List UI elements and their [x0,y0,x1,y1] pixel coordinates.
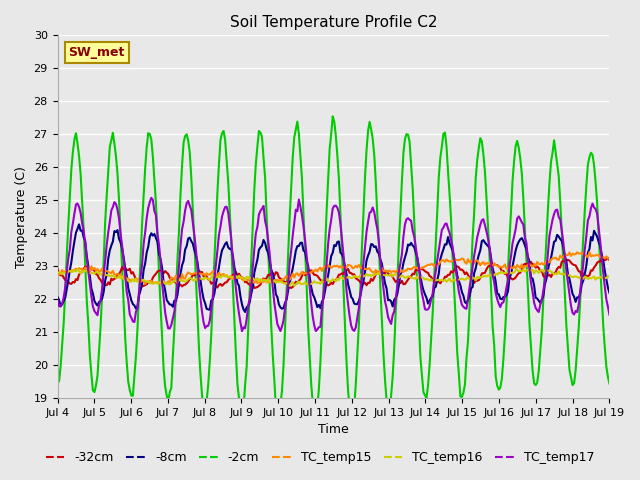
TC_temp15 [605,256,613,262]
Legend: -32cm, -8cm, -2cm, TC_temp15, TC_temp16, TC_temp17: -32cm, -8cm, -2cm, TC_temp15, TC_temp16,… [40,446,600,469]
-2cm [295,132,303,137]
TC_temp16 [123,276,131,281]
TC_temp15 [248,279,255,285]
-2cm [54,381,61,386]
-32cm [605,257,613,263]
-32cm [250,285,258,291]
TC_temp17 [240,324,248,330]
TC_temp16 [298,281,306,287]
-8cm [298,240,306,246]
Y-axis label: Temperature (C): Temperature (C) [15,166,28,267]
Line: -2cm: -2cm [58,116,609,416]
-8cm [238,301,246,307]
-32cm [598,255,605,261]
TC_temp15 [238,276,246,282]
Line: TC_temp17: TC_temp17 [58,198,609,331]
-32cm [296,276,304,282]
TC_temp16 [220,273,227,278]
-2cm [218,130,226,136]
Line: -32cm: -32cm [58,258,609,288]
-8cm [76,221,83,227]
TC_temp16 [578,274,586,280]
-8cm [605,290,613,296]
TC_temp16 [54,270,61,276]
TC_temp17 [220,208,227,214]
TC_temp17 [147,195,155,201]
-32cm [577,269,584,275]
TC_temp17 [54,297,61,302]
-2cm [122,335,129,340]
TC_temp17 [249,264,257,270]
TC_temp17 [122,272,129,278]
-32cm [246,282,253,288]
Title: Soil Temperature Profile C2: Soil Temperature Profile C2 [230,15,437,30]
-8cm [220,244,227,250]
-2cm [578,264,586,270]
-2cm [237,407,244,413]
TC_temp15 [296,271,304,276]
Line: TC_temp16: TC_temp16 [58,269,609,286]
TC_temp17 [238,328,246,334]
TC_temp15 [577,251,584,256]
TC_temp16 [605,274,613,280]
-8cm [54,294,61,300]
-2cm [312,413,319,419]
Text: SW_met: SW_met [68,46,125,59]
TC_temp16 [74,266,81,272]
-2cm [246,288,253,294]
Line: TC_temp15: TC_temp15 [58,252,609,284]
-32cm [218,283,226,288]
-32cm [237,274,244,279]
-8cm [123,273,131,278]
TC_temp15 [141,281,149,287]
TC_temp17 [298,213,306,218]
TC_temp16 [286,283,294,289]
TC_temp16 [248,276,255,281]
-2cm [329,113,337,119]
-32cm [122,265,129,271]
TC_temp17 [605,312,613,318]
TC_temp15 [586,249,593,255]
TC_temp15 [54,272,61,277]
TC_temp15 [122,273,129,279]
-8cm [249,284,257,289]
TC_temp16 [238,275,246,280]
TC_temp17 [578,275,586,281]
-8cm [241,309,249,315]
Line: -8cm: -8cm [58,224,609,312]
-2cm [605,381,613,386]
-32cm [54,266,61,272]
-8cm [578,282,586,288]
TC_temp15 [220,271,227,277]
X-axis label: Time: Time [318,423,349,436]
